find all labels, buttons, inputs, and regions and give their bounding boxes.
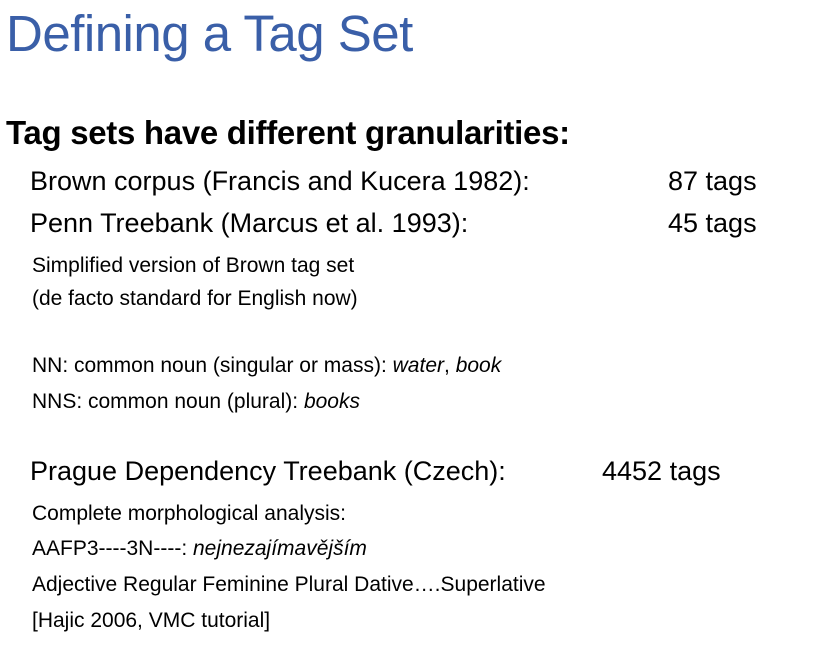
- nns-prefix: NNS: common noun (plural):: [32, 390, 299, 413]
- brown-corpus-count: 87 tags: [668, 166, 757, 196]
- nns-example-books: books: [303, 390, 360, 413]
- nn-example-book: book: [455, 354, 502, 377]
- prague-treebank-count: 4452 tags: [602, 456, 721, 486]
- nns-definition: NNS: common noun (plural): books: [32, 390, 360, 414]
- penn-treebank-count: 45 tags: [668, 208, 757, 238]
- prague-treebank-label: Prague Dependency Treebank (Czech):: [30, 456, 506, 486]
- prague-note-analysis: Complete morphological analysis:: [32, 502, 346, 525]
- brown-corpus-label: Brown corpus (Francis and Kucera 1982):: [30, 166, 530, 196]
- penn-note-standard: (de facto standard for English now): [32, 287, 358, 310]
- slide-title: Defining a Tag Set: [6, 5, 413, 62]
- penn-note-simplified: Simplified version of Brown tag set: [32, 254, 355, 277]
- prague-citation: [Hajic 2006, VMC tutorial]: [32, 609, 271, 632]
- prague-tag-code: AAFP3----3N----:: [32, 537, 188, 560]
- nn-separator: ,: [444, 354, 450, 377]
- penn-treebank-label: Penn Treebank (Marcus et al. 1993):: [30, 208, 469, 238]
- nn-prefix: NN: common noun (singular or mass):: [32, 354, 387, 377]
- nn-definition: NN: common noun (singular or mass): wate…: [32, 354, 501, 378]
- prague-tag-example: AAFP3----3N----: nejnezajímavějším: [32, 537, 367, 561]
- nn-example-water: water: [392, 354, 444, 377]
- prague-tag-word: nejnezajímavějším: [193, 537, 367, 560]
- section-heading: Tag sets have different granularities:: [6, 114, 570, 151]
- prague-tag-expansion: Adjective Regular Feminine Plural Dative…: [32, 573, 546, 596]
